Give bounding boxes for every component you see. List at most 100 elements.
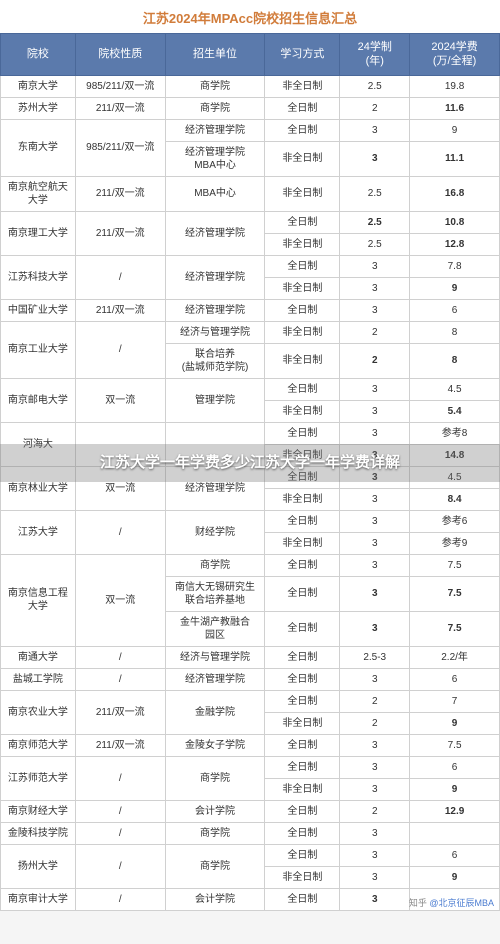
- cell-unit: 南信大无锡研究生联合培养基地: [165, 576, 265, 611]
- table-row: 中国矿业大学211/双一流经济管理学院全日制36: [1, 299, 500, 321]
- table-row: 南京农业大学211/双一流金融学院全日制27: [1, 690, 500, 712]
- cell-mode: 非全日制: [265, 75, 340, 97]
- cell-mode: 非全日制: [265, 866, 340, 888]
- cell-fee: 7.5: [410, 554, 500, 576]
- page-title: 江苏2024年MPAcc院校招生信息汇总: [0, 0, 500, 33]
- cell-years: 3: [340, 756, 410, 778]
- cell-fee: 6: [410, 668, 500, 690]
- cell-type: 211/双一流: [75, 176, 165, 211]
- cell-fee: 14.8: [410, 444, 500, 466]
- cell-fee: 7.5: [410, 611, 500, 646]
- cell-years: 3: [340, 510, 410, 532]
- cell-fee: 7.5: [410, 576, 500, 611]
- column-header: 2024学费(万/全程): [410, 34, 500, 76]
- cell-years: 3: [340, 888, 410, 910]
- cell-fee: 7.8: [410, 255, 500, 277]
- cell-type: /: [75, 756, 165, 800]
- cell-unit: 经济管理学院: [165, 299, 265, 321]
- cell-mode: 非全日制: [265, 233, 340, 255]
- cell-mode: 全日制: [265, 734, 340, 756]
- cell-school: 扬州大学: [1, 844, 76, 888]
- cell-years: 2: [340, 321, 410, 343]
- column-header: 24学制(年): [340, 34, 410, 76]
- cell-fee: 19.8: [410, 75, 500, 97]
- cell-school: 盐城工学院: [1, 668, 76, 690]
- cell-unit: 金融学院: [165, 690, 265, 734]
- cell-mode: 全日制: [265, 844, 340, 866]
- cell-years: 3: [340, 444, 410, 466]
- cell-fee: 12.9: [410, 800, 500, 822]
- table-row: 南京师范大学211/双一流金陵女子学院全日制37.5: [1, 734, 500, 756]
- cell-fee: 2.2/年: [410, 646, 500, 668]
- cell-years: 2: [340, 690, 410, 712]
- cell-unit: 金陵女子学院: [165, 734, 265, 756]
- table-row: 东南大学985/211/双一流经济管理学院全日制39: [1, 119, 500, 141]
- table-row: 江苏师范大学/商学院全日制36: [1, 756, 500, 778]
- table-row: 南京理工大学211/双一流经济管理学院全日制2.510.8: [1, 211, 500, 233]
- cell-mode: 全日制: [265, 668, 340, 690]
- cell-years: 3: [340, 378, 410, 400]
- cell-years: 3: [340, 488, 410, 510]
- cell-years: 3: [340, 668, 410, 690]
- cell-years: 3: [340, 255, 410, 277]
- cell-school: 江苏科技大学: [1, 255, 76, 299]
- table-row: 南京邮电大学双一流管理学院全日制34.5: [1, 378, 500, 400]
- cell-mode: 全日制: [265, 646, 340, 668]
- cell-years: 3: [340, 576, 410, 611]
- cell-mode: 全日制: [265, 756, 340, 778]
- cell-mode: 非全日制: [265, 321, 340, 343]
- cell-type: 985/211/双一流: [75, 75, 165, 97]
- cell-fee: 7.5: [410, 734, 500, 756]
- cell-type: /: [75, 800, 165, 822]
- cell-fee: 9: [410, 277, 500, 299]
- cell-mode: 非全日制: [265, 343, 340, 378]
- cell-years: 3: [340, 778, 410, 800]
- cell-mode: 非全日制: [265, 712, 340, 734]
- cell-mode: 全日制: [265, 97, 340, 119]
- column-header: 院校: [1, 34, 76, 76]
- cell-school: 南京师范大学: [1, 734, 76, 756]
- table-row: 南京大学985/211/双一流商学院非全日制2.519.8: [1, 75, 500, 97]
- cell-years: 3: [340, 822, 410, 844]
- cell-mode: 非全日制: [265, 778, 340, 800]
- cell-school: 南通大学: [1, 646, 76, 668]
- column-header: 院校性质: [75, 34, 165, 76]
- cell-fee: 9: [410, 778, 500, 800]
- cell-years: 3: [340, 532, 410, 554]
- table-row: 金陵科技学院/商学院全日制3: [1, 822, 500, 844]
- cell-type: 211/双一流: [75, 97, 165, 119]
- cell-years: 2: [340, 800, 410, 822]
- cell-unit: 商学院: [165, 822, 265, 844]
- cell-mode: 非全日制: [265, 176, 340, 211]
- cell-fee: 9: [410, 866, 500, 888]
- cell-fee: 11.6: [410, 97, 500, 119]
- cell-mode: 非全日制: [265, 141, 340, 176]
- cell-fee: 9: [410, 119, 500, 141]
- cell-school: 金陵科技学院: [1, 822, 76, 844]
- cell-years: 3: [340, 422, 410, 444]
- cell-unit: 商学院: [165, 75, 265, 97]
- cell-unit: 金牛湖产教融合园区: [165, 611, 265, 646]
- cell-years: 3: [340, 734, 410, 756]
- page: 江苏2024年MPAcc院校招生信息汇总 院校院校性质招生单位学习方式24学制(…: [0, 0, 500, 911]
- cell-fee: 7: [410, 690, 500, 712]
- cell-fee: 11.1: [410, 141, 500, 176]
- cell-school: 南京航空航天大学: [1, 176, 76, 211]
- cell-unit: 联合培养(盐城师范学院): [165, 343, 265, 378]
- cell-fee: 6: [410, 299, 500, 321]
- cell-school: 中国矿业大学: [1, 299, 76, 321]
- cell-years: 2: [340, 97, 410, 119]
- cell-type: 双一流: [75, 466, 165, 510]
- cell-unit: 经济管理学院: [165, 466, 265, 510]
- table-row: 南京财经大学/会计学院全日制212.9: [1, 800, 500, 822]
- cell-mode: 非全日制: [265, 532, 340, 554]
- cell-mode: 全日制: [265, 119, 340, 141]
- table-row: 苏州大学211/双一流商学院全日制211.6: [1, 97, 500, 119]
- cell-type: 985/211/双一流: [75, 119, 165, 176]
- footer-prefix: 知乎: [409, 898, 430, 908]
- cell-mode: 全日制: [265, 576, 340, 611]
- cell-unit: 经济管理学院: [165, 668, 265, 690]
- cell-unit: 商学院: [165, 844, 265, 888]
- cell-school: 南京邮电大学: [1, 378, 76, 422]
- cell-fee: 5.4: [410, 400, 500, 422]
